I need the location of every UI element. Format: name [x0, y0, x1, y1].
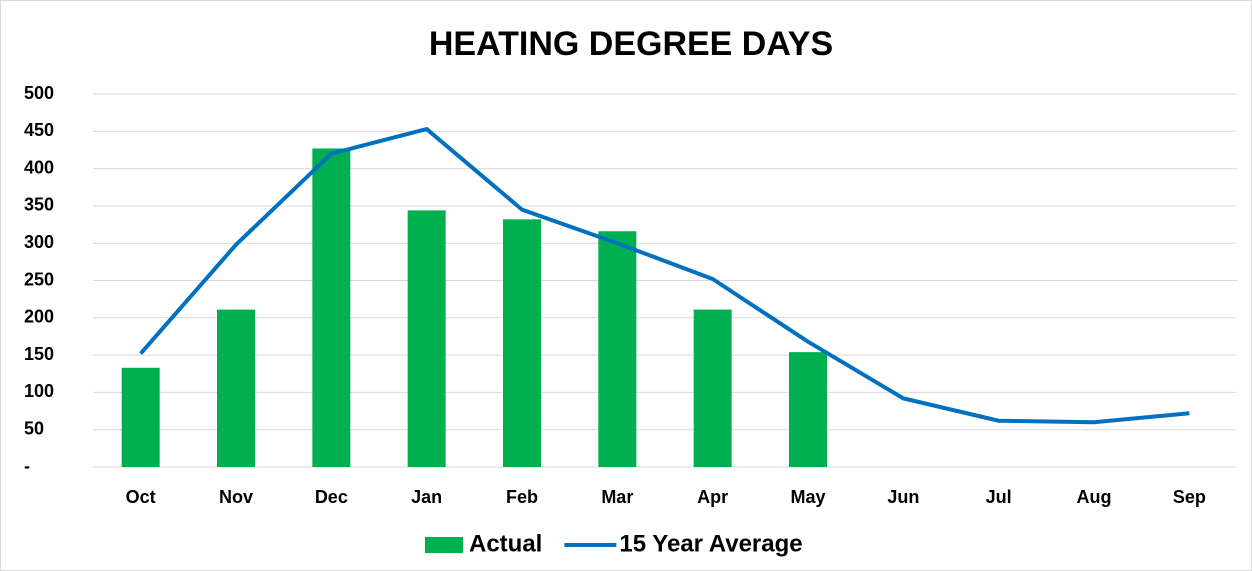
y-tick-label: 450	[24, 120, 54, 140]
y-tick-label: 400	[24, 157, 54, 177]
x-tick-label: Apr	[697, 487, 728, 507]
x-tick-label: Feb	[506, 487, 538, 507]
x-tick-label: May	[790, 487, 825, 507]
bar	[312, 148, 351, 467]
legend-label: Actual	[469, 530, 542, 557]
bar	[503, 219, 541, 467]
bar	[217, 309, 255, 467]
x-tick-label: Jul	[986, 487, 1012, 507]
x-tick-label: Dec	[315, 487, 348, 507]
x-tick-label: Jun	[887, 487, 919, 507]
x-tick-label: Aug	[1077, 487, 1112, 507]
x-tick-label: Nov	[219, 487, 253, 507]
y-tick-label: 250	[24, 269, 54, 289]
x-tick-label: Oct	[126, 487, 156, 507]
bar	[407, 210, 446, 467]
bar	[121, 367, 160, 467]
y-tick-label: 100	[24, 381, 54, 401]
chart-title: HEATING DEGREE DAYS	[429, 25, 833, 63]
line	[139, 127, 1190, 425]
y-tick-label: 200	[24, 307, 54, 327]
y-tick-label: 300	[24, 232, 54, 252]
legend-label: 15 Year Average	[619, 530, 802, 557]
x-tick-label: Jan	[411, 487, 442, 507]
bar	[598, 231, 637, 467]
bar	[693, 309, 732, 467]
y-tick-label: 350	[24, 195, 54, 215]
bar	[789, 352, 827, 467]
y-tick-label: -	[24, 456, 30, 476]
legend-swatch	[425, 537, 463, 553]
x-tick-label: Sep	[1173, 487, 1206, 507]
y-tick-label: 50	[24, 418, 44, 438]
x-tick-label: Mar	[601, 487, 633, 507]
y-tick-label: 500	[24, 83, 54, 103]
y-tick-label: 150	[24, 344, 54, 364]
